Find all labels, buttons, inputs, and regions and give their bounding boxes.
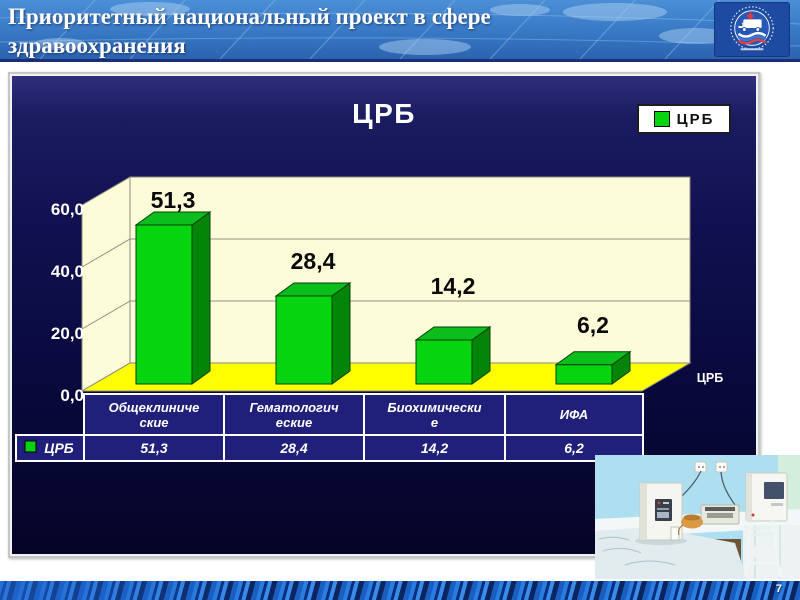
legend-label: ЦРБ	[676, 110, 715, 128]
category-label: ИФА	[560, 407, 588, 422]
slide-title-line2: здравоохранения	[8, 33, 186, 58]
bar-value-label: 14,2	[431, 273, 476, 299]
plot-floor	[80, 362, 692, 392]
bar-front-face	[135, 224, 193, 385]
bar-front-face	[415, 339, 473, 385]
chair	[743, 520, 783, 578]
value-cell-label: 6,2	[564, 440, 584, 456]
y-axis-tick-label: 0,0	[60, 386, 84, 405]
printer	[700, 504, 740, 525]
chart-title: ЦРБ	[352, 98, 416, 129]
world-map-decoration	[0, 0, 800, 59]
bar-side-face	[191, 210, 211, 385]
category-label: Биохимически	[387, 400, 481, 415]
category-label: Общеклиниче	[109, 400, 200, 415]
telephone	[678, 514, 703, 536]
category-label: е	[431, 415, 438, 430]
category-label: еские	[276, 415, 312, 430]
slide-header: Приоритетный национальный проект в сфере…	[0, 0, 800, 62]
footer-band: 7	[0, 581, 800, 600]
table-legend-swatch	[24, 440, 37, 453]
ambulance-icon	[738, 12, 762, 32]
lab-analyzer-left	[639, 482, 683, 541]
bar-value-label: 6,2	[577, 312, 609, 338]
laboratory-photo	[595, 455, 800, 579]
gridline	[81, 238, 690, 268]
value-cell	[83, 434, 225, 462]
lab-analyzer-right	[745, 472, 788, 522]
category-label: Гематологич	[249, 400, 338, 415]
y-axis-tick-label: 60,0	[51, 200, 84, 219]
gridline	[81, 300, 690, 330]
y-axis-tick-label: 20,0	[51, 324, 84, 343]
plot-side-wall	[81, 176, 131, 392]
value-cell-label: 28,4	[279, 440, 307, 456]
y-axis-tick-label: 40,0	[51, 262, 84, 281]
bar-chart-3d: 51,3 28,4 14,2 6,2 0,0 20,0 40,0 60,0 ЦРБ Общекли…	[15, 176, 723, 462]
table-legend-label: ЦРБ	[44, 440, 74, 456]
wall-sockets	[694, 461, 728, 473]
slide-title-line1: Приоритетный национальный проект в сфере	[8, 4, 491, 29]
value-cell	[363, 434, 506, 462]
value-cell-label: 51,3	[140, 440, 167, 456]
bar-front-face	[275, 295, 333, 385]
tricolor-ribbon-icon	[737, 31, 767, 45]
bar-front-face	[555, 364, 613, 385]
category-cell	[223, 393, 365, 436]
bar-side-face	[331, 281, 351, 385]
bar-value-label: 51,3	[151, 187, 196, 213]
chart-legend: ЦРБ	[637, 104, 731, 134]
ministry-emblem-icon	[730, 6, 774, 51]
category-label: ские	[140, 415, 169, 430]
legend-color-swatch	[653, 111, 670, 127]
health-ministry-logo	[714, 2, 790, 57]
slide-title: Приоритетный национальный проект в сфере…	[8, 2, 491, 60]
page-number: 7	[775, 583, 782, 595]
value-cell-label: 14,2	[421, 440, 448, 456]
marble-table	[595, 527, 747, 579]
bar-value-label: 28,4	[291, 248, 336, 274]
series-axis-label: ЦРБ	[697, 371, 723, 385]
